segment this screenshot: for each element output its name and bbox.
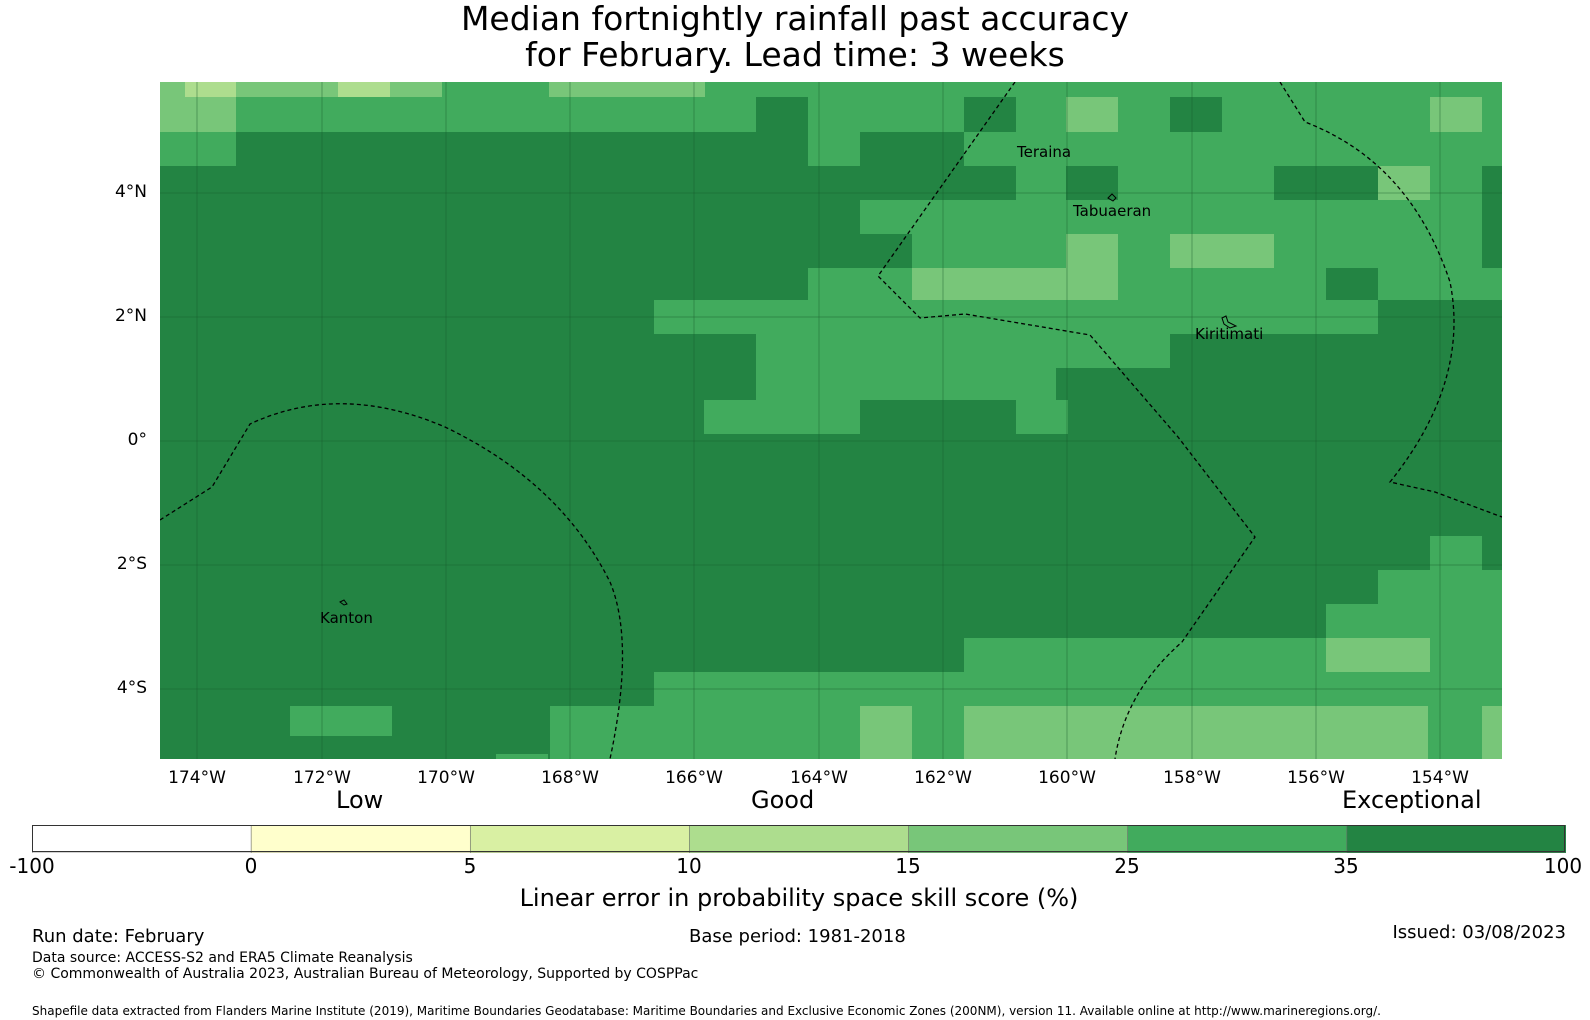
colorbar-tick: 0 xyxy=(244,854,258,878)
copyright: © Commonwealth of Australia 2023, Austra… xyxy=(32,966,699,982)
lon-label: 154°W xyxy=(1411,768,1469,788)
colorbar-tick: -100 xyxy=(9,854,55,878)
colorbar-tick: 10 xyxy=(676,854,702,878)
lon-label: 172°W xyxy=(293,768,351,788)
issued-date: Issued: 03/08/2023 xyxy=(1392,922,1566,943)
lon-label: 164°W xyxy=(790,768,848,788)
colorbar-segment xyxy=(32,825,252,853)
gridlines xyxy=(160,82,1502,759)
place-tabuaeran: Tabuaeran xyxy=(1072,202,1151,220)
place-kiritimati: Kiritimati xyxy=(1195,325,1263,343)
colorbar-tick: 15 xyxy=(895,854,921,878)
lon-label: 158°W xyxy=(1163,768,1221,788)
lon-label: 160°W xyxy=(1038,768,1096,788)
colorbar-tick: 25 xyxy=(1114,854,1140,878)
lon-label: 168°W xyxy=(541,768,599,788)
base-period: Base period: 1981-2018 xyxy=(689,926,906,947)
map-title-line1: Median fortnightly rainfall past accurac… xyxy=(460,0,1130,38)
colorbar-tick: 100 xyxy=(1543,854,1583,878)
lon-label: 156°W xyxy=(1287,768,1345,788)
colorbar-label-exceptional: Exceptional xyxy=(1342,786,1482,814)
colorbar-tick: 5 xyxy=(463,854,477,878)
colorbar-segment xyxy=(469,825,691,853)
colorbar-segment xyxy=(689,825,910,853)
colorbar-segment xyxy=(1346,825,1566,853)
lon-label: 170°W xyxy=(417,768,475,788)
lat-label-2s: 2°S xyxy=(116,554,147,574)
colorbar-label-low: Low xyxy=(336,786,384,814)
lat-label-2n: 2°N xyxy=(114,306,147,326)
lon-label: 162°W xyxy=(914,768,972,788)
colorbar-label-good: Good xyxy=(751,786,815,814)
run-date: Run date: February xyxy=(32,926,205,947)
island-outlines xyxy=(339,193,1238,606)
colorbar-segment xyxy=(908,825,1129,853)
lat-label-4n: 4°N xyxy=(114,182,147,202)
eez-boundaries xyxy=(160,82,1502,759)
colorbar-segment xyxy=(250,825,472,853)
lon-label: 174°W xyxy=(168,768,226,788)
lon-label: 166°W xyxy=(665,768,723,788)
kanton-island xyxy=(339,599,348,606)
shapefile-credit: Shapefile data extracted from Flanders M… xyxy=(32,1004,1381,1018)
lat-label-4s: 4°S xyxy=(116,678,147,698)
colorbar-segment xyxy=(1127,825,1348,853)
place-teraina: Teraina xyxy=(1016,143,1071,161)
kiritimati-island xyxy=(1221,315,1238,329)
colorbar-title: Linear error in probability space skill … xyxy=(519,884,1079,912)
tabuaeran-island xyxy=(1107,193,1117,202)
colorbar-tick: 35 xyxy=(1333,854,1359,878)
place-kanton: Kanton xyxy=(320,609,373,627)
colorbar xyxy=(32,825,1566,853)
lat-label-0: 0° xyxy=(127,430,147,450)
rainfall-skill-map: Teraina Tabuaeran Kiritimati Kanton xyxy=(160,82,1502,759)
data-source: Data source: ACCESS-S2 and ERA5 Climate … xyxy=(32,950,413,966)
map-title-line2: for February. Lead time: 3 weeks xyxy=(525,35,1065,74)
